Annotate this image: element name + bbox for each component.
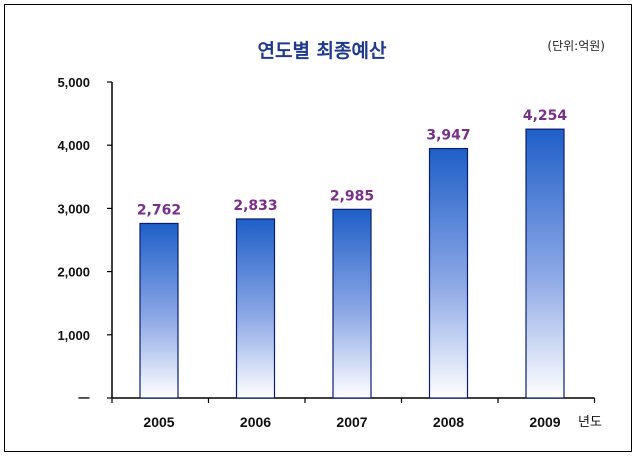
data-label-2005: 2,762 xyxy=(137,202,181,218)
bar-2008 xyxy=(428,147,469,399)
bar-2005 xyxy=(139,222,179,399)
x-tick-label-2005: 2005 xyxy=(143,414,174,430)
data-label-2009: 4,254 xyxy=(523,108,568,124)
x-tick-label-2006: 2006 xyxy=(240,414,271,430)
bar-2009 xyxy=(525,128,565,399)
unit-note: (단위:억원) xyxy=(547,39,605,53)
x-tick-label-2009: 2009 xyxy=(529,414,560,430)
x-tick-label-2008: 2008 xyxy=(433,414,464,430)
x-axis-label: 년도 xyxy=(578,415,602,430)
y-tick-label: ㅡ xyxy=(78,391,90,406)
y-tick-label: 4,000 xyxy=(57,138,90,153)
y-tick-label: 3,000 xyxy=(57,201,90,216)
data-label-2008: 3,947 xyxy=(426,128,470,144)
bar-2007 xyxy=(332,208,372,399)
data-label-2007: 2,985 xyxy=(330,188,374,204)
bar-2006 xyxy=(235,218,276,399)
y-tick-label: 1,000 xyxy=(57,328,90,343)
chart-title: 연도별 최종예산 xyxy=(258,40,387,62)
x-tick-label-2007: 2007 xyxy=(336,414,367,430)
y-tick-label: 2,000 xyxy=(57,265,90,280)
y-tick-label: 5,000 xyxy=(57,75,90,90)
data-label-2006: 2,833 xyxy=(233,198,277,214)
